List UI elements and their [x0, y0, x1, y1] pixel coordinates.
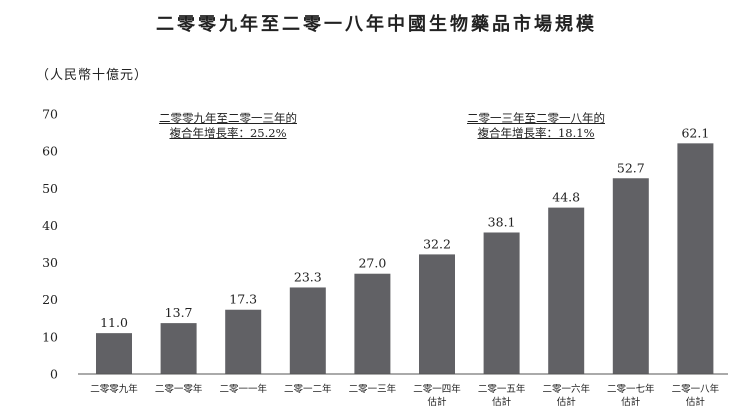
- cagr-annotation-2013-2018: 二零一三年至二零一八年的 複合年增長率：18.1%: [436, 111, 636, 141]
- x-category-label: 二零一二年: [284, 383, 332, 395]
- bar: [354, 273, 391, 374]
- x-category-label: 估計: [686, 396, 706, 408]
- bar-value-label: 27.0: [358, 256, 386, 271]
- bar: [483, 232, 520, 374]
- cagr-annotation-2009-2013: 二零零九年至二零一三年的 複合年增長率：25.2%: [130, 111, 326, 141]
- bar-value-label: 38.1: [488, 214, 516, 229]
- x-category-label: 估計: [557, 396, 577, 408]
- chart-title: 二零零九年至二零一八年中國生物藥品市場規模: [156, 14, 597, 35]
- bar-value-label: 32.2: [423, 236, 451, 251]
- x-axis-categories: 二零零九年 二零一零年 二零一一年 二零一二年 二零一三年 二零一四年估計二零一五年估計二…: [90, 383, 719, 408]
- bar: [677, 143, 714, 374]
- bar: [419, 254, 455, 374]
- x-category-label: 二零一三年: [349, 383, 397, 395]
- x-category-label: 二零一六年: [542, 383, 590, 395]
- cagr-annotation-line1: 二零一三年至二零一八年的: [467, 111, 605, 125]
- bars: 11.0 13.7 17.3 23.3 27.0 32.2 38.1 44.8 52.7 62.1: [96, 125, 714, 374]
- x-category-label: 二零零九年: [90, 383, 138, 395]
- x-category-label: 二零一八年: [672, 383, 720, 395]
- x-category-label: 二零一七年: [607, 383, 655, 395]
- x-category-label: 二零一五年: [478, 383, 526, 395]
- bar: [289, 287, 326, 374]
- cagr-annotation-line2: 複合年增長率：25.2%: [169, 126, 287, 140]
- y-tick-label: 70: [42, 107, 58, 122]
- bar-value-label: 11.0: [100, 315, 128, 330]
- y-tick-label: 0: [50, 367, 58, 382]
- x-category-label: 估計: [427, 396, 447, 408]
- bar-value-label: 52.7: [617, 160, 645, 175]
- bar: [225, 309, 262, 374]
- y-tick-label: 10: [42, 329, 58, 344]
- y-tick-label: 40: [42, 218, 58, 233]
- x-category-label: 二零一零年: [155, 383, 203, 395]
- bar: [548, 207, 585, 374]
- x-category-label: 估計: [621, 396, 641, 408]
- y-tick-label: 20: [42, 292, 58, 307]
- y-axis-unit-label: （人民幣十億元）: [36, 68, 149, 83]
- bar-value-label: 44.8: [552, 190, 580, 205]
- bar: [160, 323, 197, 374]
- cagr-annotation-line2: 複合年增長率：18.1%: [477, 126, 595, 140]
- bar-value-label: 62.1: [681, 125, 709, 140]
- bar-value-label: 17.3: [229, 292, 257, 307]
- cagr-annotation-line1: 二零零九年至二零一三年的: [159, 111, 297, 125]
- y-tick-label: 30: [42, 255, 58, 270]
- bar-value-label: 23.3: [294, 269, 322, 284]
- x-category-label: 估計: [492, 396, 512, 408]
- x-category-label: 二零一一年: [219, 383, 267, 395]
- x-category-label: 二零一四年: [413, 383, 461, 395]
- y-tick-label: 50: [42, 181, 58, 196]
- y-axis: 0 10 20 30 40 50 60 70: [42, 107, 58, 382]
- y-tick-label: 60: [42, 144, 58, 159]
- bar: [612, 178, 649, 374]
- bar: [96, 333, 132, 374]
- bar-value-label: 13.7: [165, 305, 193, 320]
